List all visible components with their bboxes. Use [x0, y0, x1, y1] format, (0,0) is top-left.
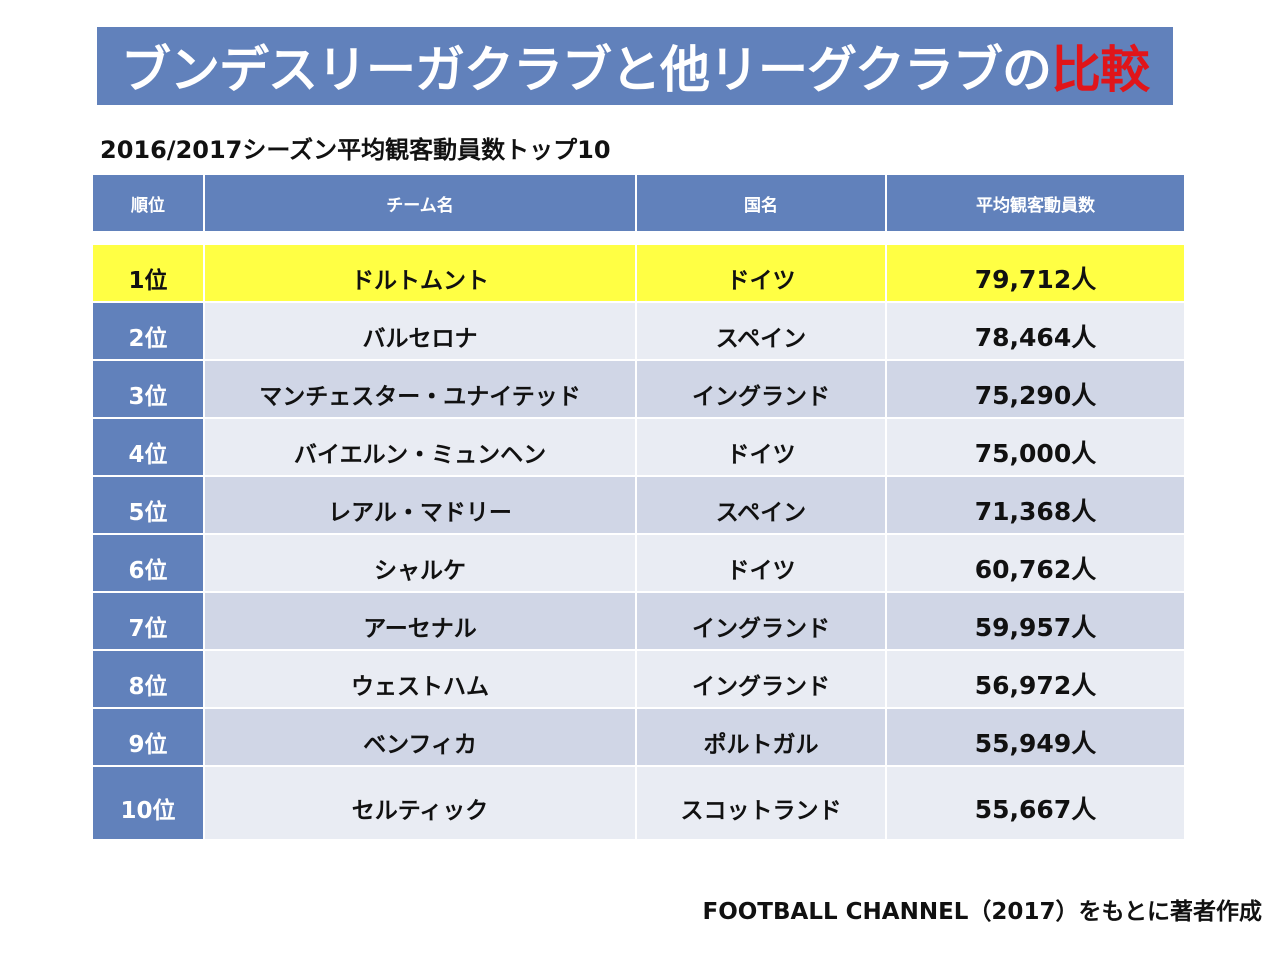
header-rank: 順位	[91, 173, 205, 233]
cell-attendance: 56,972人	[885, 649, 1186, 709]
cell-attendance: 75,290人	[885, 359, 1186, 419]
table-row: 6位 シャルケ ドイツ 60,762人	[91, 533, 1186, 593]
cell-attendance: 79,712人	[885, 243, 1186, 303]
table-row: 4位 バイエルン・ミュンヘン ドイツ 75,000人	[91, 417, 1186, 477]
cell-team: ドルトムント	[203, 243, 637, 303]
table-row: 10位 セルティック スコットランド 55,667人	[91, 765, 1186, 841]
table-row: 1位 ドルトムント ドイツ 79,712人	[91, 243, 1186, 303]
cell-country: イングランド	[635, 359, 887, 419]
cell-country: スコットランド	[635, 765, 887, 841]
header-gap	[92, 232, 1185, 244]
cell-attendance: 71,368人	[885, 475, 1186, 535]
cell-rank: 5位	[91, 475, 205, 535]
cell-attendance: 78,464人	[885, 301, 1186, 361]
header-team: チーム名	[203, 173, 637, 233]
cell-attendance: 59,957人	[885, 591, 1186, 651]
page-title: ブンデスリーガクラブと他リーグクラブの比較	[121, 30, 1150, 102]
table-row: 8位 ウェストハム イングランド 56,972人	[91, 649, 1186, 709]
cell-team: バイエルン・ミュンヘン	[203, 417, 637, 477]
cell-country: ポルトガル	[635, 707, 887, 767]
cell-attendance: 55,949人	[885, 707, 1186, 767]
cell-attendance: 60,762人	[885, 533, 1186, 593]
cell-country: スペイン	[635, 475, 887, 535]
source-note: FOOTBALL CHANNEL（2017）をもとに著者作成	[702, 899, 1262, 925]
cell-rank: 4位	[91, 417, 205, 477]
cell-country: ドイツ	[635, 533, 887, 593]
cell-rank: 2位	[91, 301, 205, 361]
cell-team: ウェストハム	[203, 649, 637, 709]
table-caption: 2016/2017シーズン平均観客動員数トップ10	[100, 136, 611, 164]
cell-team: アーセナル	[203, 591, 637, 651]
table-row: 9位 ベンフィカ ポルトガル 55,949人	[91, 707, 1186, 767]
cell-rank: 7位	[91, 591, 205, 651]
cell-attendance: 75,000人	[885, 417, 1186, 477]
cell-team: レアル・マドリー	[203, 475, 637, 535]
cell-team: バルセロナ	[203, 301, 637, 361]
cell-country: イングランド	[635, 591, 887, 651]
table-row: 2位 バルセロナ スペイン 78,464人	[91, 301, 1186, 361]
cell-team: マンチェスター・ユナイテッド	[203, 359, 637, 419]
table-row: 3位 マンチェスター・ユナイテッド イングランド 75,290人	[91, 359, 1186, 419]
cell-rank: 3位	[91, 359, 205, 419]
title-banner: ブンデスリーガクラブと他リーグクラブの比較	[97, 27, 1173, 105]
cell-team: シャルケ	[203, 533, 637, 593]
title-accent: 比較	[1051, 41, 1150, 99]
cell-rank: 9位	[91, 707, 205, 767]
table-row: 7位 アーセナル イングランド 59,957人	[91, 591, 1186, 651]
cell-rank: 6位	[91, 533, 205, 593]
table-row: 5位 レアル・マドリー スペイン 71,368人	[91, 475, 1186, 535]
title-main: ブンデスリーガクラブと他リーグクラブの	[121, 41, 1052, 99]
table-header-row: 順位 チーム名 国名 平均観客動員数	[91, 173, 1186, 233]
header-country: 国名	[635, 173, 887, 233]
attendance-table: 順位 チーム名 国名 平均観客動員数 1位 ドルトムント ドイツ 79,712人 2位バ…	[91, 173, 1186, 841]
cell-country: スペイン	[635, 301, 887, 361]
header-attendance: 平均観客動員数	[885, 173, 1186, 233]
cell-rank: 10位	[91, 765, 205, 841]
cell-country: イングランド	[635, 649, 887, 709]
cell-team: セルティック	[203, 765, 637, 841]
spacer	[92, 232, 1185, 244]
cell-country: ドイツ	[635, 243, 887, 303]
cell-rank: 1位	[91, 243, 205, 303]
cell-attendance: 55,667人	[885, 765, 1186, 841]
cell-country: ドイツ	[635, 417, 887, 477]
cell-team: ベンフィカ	[203, 707, 637, 767]
cell-rank: 8位	[91, 649, 205, 709]
